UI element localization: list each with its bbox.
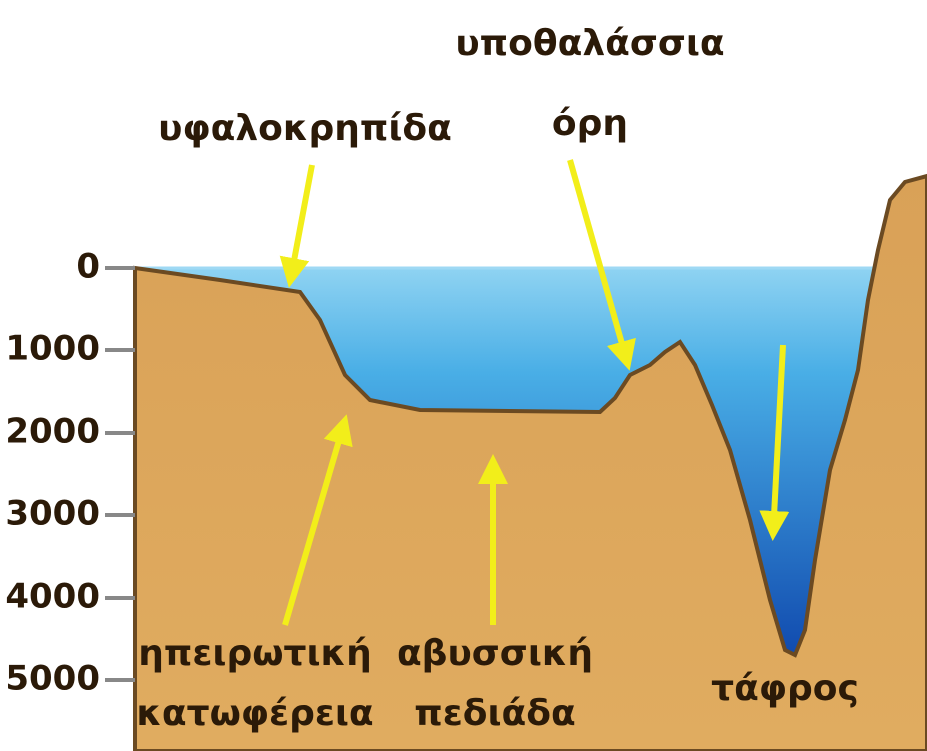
depth-label: 0	[76, 247, 100, 287]
label: υποθαλάσσια	[455, 23, 724, 64]
label: κατωφέρεια	[136, 693, 373, 734]
label: αβυσσική	[397, 633, 593, 674]
depth-label: 1000	[5, 329, 100, 369]
depth-label: 5000	[5, 659, 100, 699]
label: υφαλοκρηπίδα	[158, 108, 452, 149]
label: πεδιάδα	[414, 693, 575, 734]
axis-ticks	[105, 268, 135, 680]
label: τάφρος	[711, 668, 859, 709]
diagram: 0 1000 2000 3000 4000 5000 υφαλοκρηπίδα …	[0, 0, 927, 751]
label: όρη	[552, 103, 628, 144]
page: 0 1000 2000 3000 4000 5000 υφαλοκρηπίδα …	[0, 0, 927, 751]
depth-label: 4000	[5, 577, 100, 617]
depth-label: 3000	[5, 494, 100, 534]
depth-label: 2000	[5, 412, 100, 452]
label: ηπειρωτική	[138, 633, 371, 674]
